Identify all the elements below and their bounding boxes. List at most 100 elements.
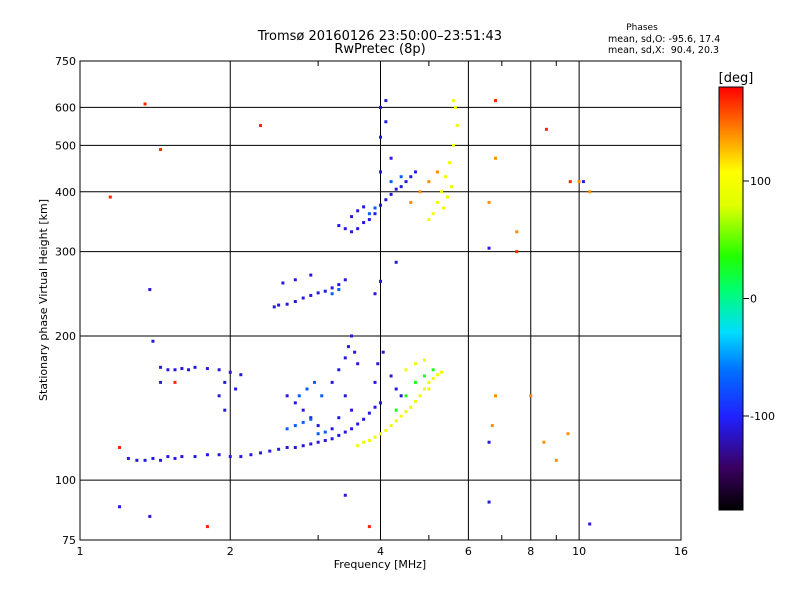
x-tick-label: 6 <box>465 545 472 558</box>
data-point <box>305 387 309 391</box>
colorbar <box>718 86 744 511</box>
data-point <box>566 432 570 436</box>
data-point <box>301 408 305 412</box>
data-point <box>362 417 366 421</box>
data-point <box>159 380 163 384</box>
y-tick-label: 600 <box>55 101 76 114</box>
data-point <box>379 203 382 207</box>
data-point <box>373 206 377 210</box>
data-point <box>272 305 276 309</box>
data-point <box>542 440 546 444</box>
data-point <box>427 380 431 384</box>
data-point <box>277 447 281 451</box>
data-point <box>394 419 398 423</box>
data-point <box>143 102 147 106</box>
data-point <box>440 190 444 194</box>
data-point <box>239 455 243 459</box>
data-point <box>234 387 238 391</box>
colorbar-ticks: 100 0 -100 <box>743 175 775 423</box>
data-point <box>350 215 354 219</box>
data-point <box>399 175 403 179</box>
data-point <box>217 453 221 457</box>
data-point <box>440 370 444 374</box>
data-point <box>367 525 371 529</box>
data-point <box>143 458 147 462</box>
data-point <box>228 370 232 374</box>
data-point <box>389 424 393 428</box>
data-point <box>159 458 163 462</box>
data-point <box>118 505 122 509</box>
data-point <box>376 362 380 366</box>
data-point <box>249 453 253 457</box>
colorbar-tick-label: 0 <box>750 293 757 306</box>
data-point <box>309 442 313 446</box>
data-point <box>381 350 385 354</box>
data-point <box>529 394 533 398</box>
data-point <box>285 427 289 431</box>
data-point <box>323 289 327 293</box>
data-point <box>293 445 297 449</box>
data-point <box>413 380 417 384</box>
data-point <box>409 200 413 204</box>
data-point <box>409 175 413 179</box>
data-point <box>373 405 377 409</box>
data-point <box>446 195 450 199</box>
y-tick-label: 75 <box>62 534 76 547</box>
data-point <box>554 458 558 462</box>
data-point <box>259 124 263 128</box>
data-point <box>173 368 177 372</box>
data-point <box>379 401 382 405</box>
data-point <box>343 227 347 231</box>
colorbar-tick-label: -100 <box>750 410 775 423</box>
data-point <box>588 522 592 526</box>
data-point <box>293 424 297 428</box>
data-point <box>180 455 184 459</box>
data-point <box>487 440 491 444</box>
data-point <box>193 455 197 459</box>
data-point <box>337 368 341 372</box>
data-point <box>320 394 324 398</box>
data-point <box>187 368 191 372</box>
data-point <box>449 185 453 189</box>
data-points <box>108 99 592 529</box>
data-point <box>343 394 347 398</box>
data-point <box>435 200 439 204</box>
data-point <box>404 394 408 398</box>
data-point <box>343 493 347 497</box>
y-tick-label: 200 <box>55 330 76 343</box>
data-point <box>337 288 341 292</box>
data-point <box>356 362 360 366</box>
data-point <box>337 416 341 420</box>
data-point <box>404 410 408 414</box>
data-point <box>413 170 417 174</box>
data-point <box>394 387 398 391</box>
data-point <box>487 500 491 504</box>
data-point <box>268 449 272 453</box>
data-point <box>384 99 388 103</box>
data-point <box>285 302 289 306</box>
data-point <box>148 288 152 292</box>
data-point <box>422 374 426 378</box>
data-point <box>316 440 320 444</box>
data-point <box>180 367 184 371</box>
data-point <box>285 394 289 398</box>
data-point <box>217 394 221 398</box>
data-point <box>301 296 305 300</box>
data-point <box>444 175 448 179</box>
data-point <box>159 365 163 369</box>
data-point <box>350 230 354 234</box>
data-point <box>404 180 408 184</box>
data-point <box>350 408 354 412</box>
data-point <box>568 180 572 184</box>
stats-o-line: mean, sd,O: -95.6, 17.4 <box>608 34 720 45</box>
data-point <box>343 278 347 282</box>
data-point <box>223 408 227 412</box>
data-point <box>427 387 431 391</box>
data-point <box>151 456 155 460</box>
x-tick-label: 10 <box>572 545 586 558</box>
data-point <box>356 209 360 213</box>
colorbar-label: [deg] <box>719 71 754 86</box>
x-axis-label: Frequency [MHz] <box>334 558 426 571</box>
data-point <box>309 293 313 297</box>
data-point <box>193 365 197 369</box>
